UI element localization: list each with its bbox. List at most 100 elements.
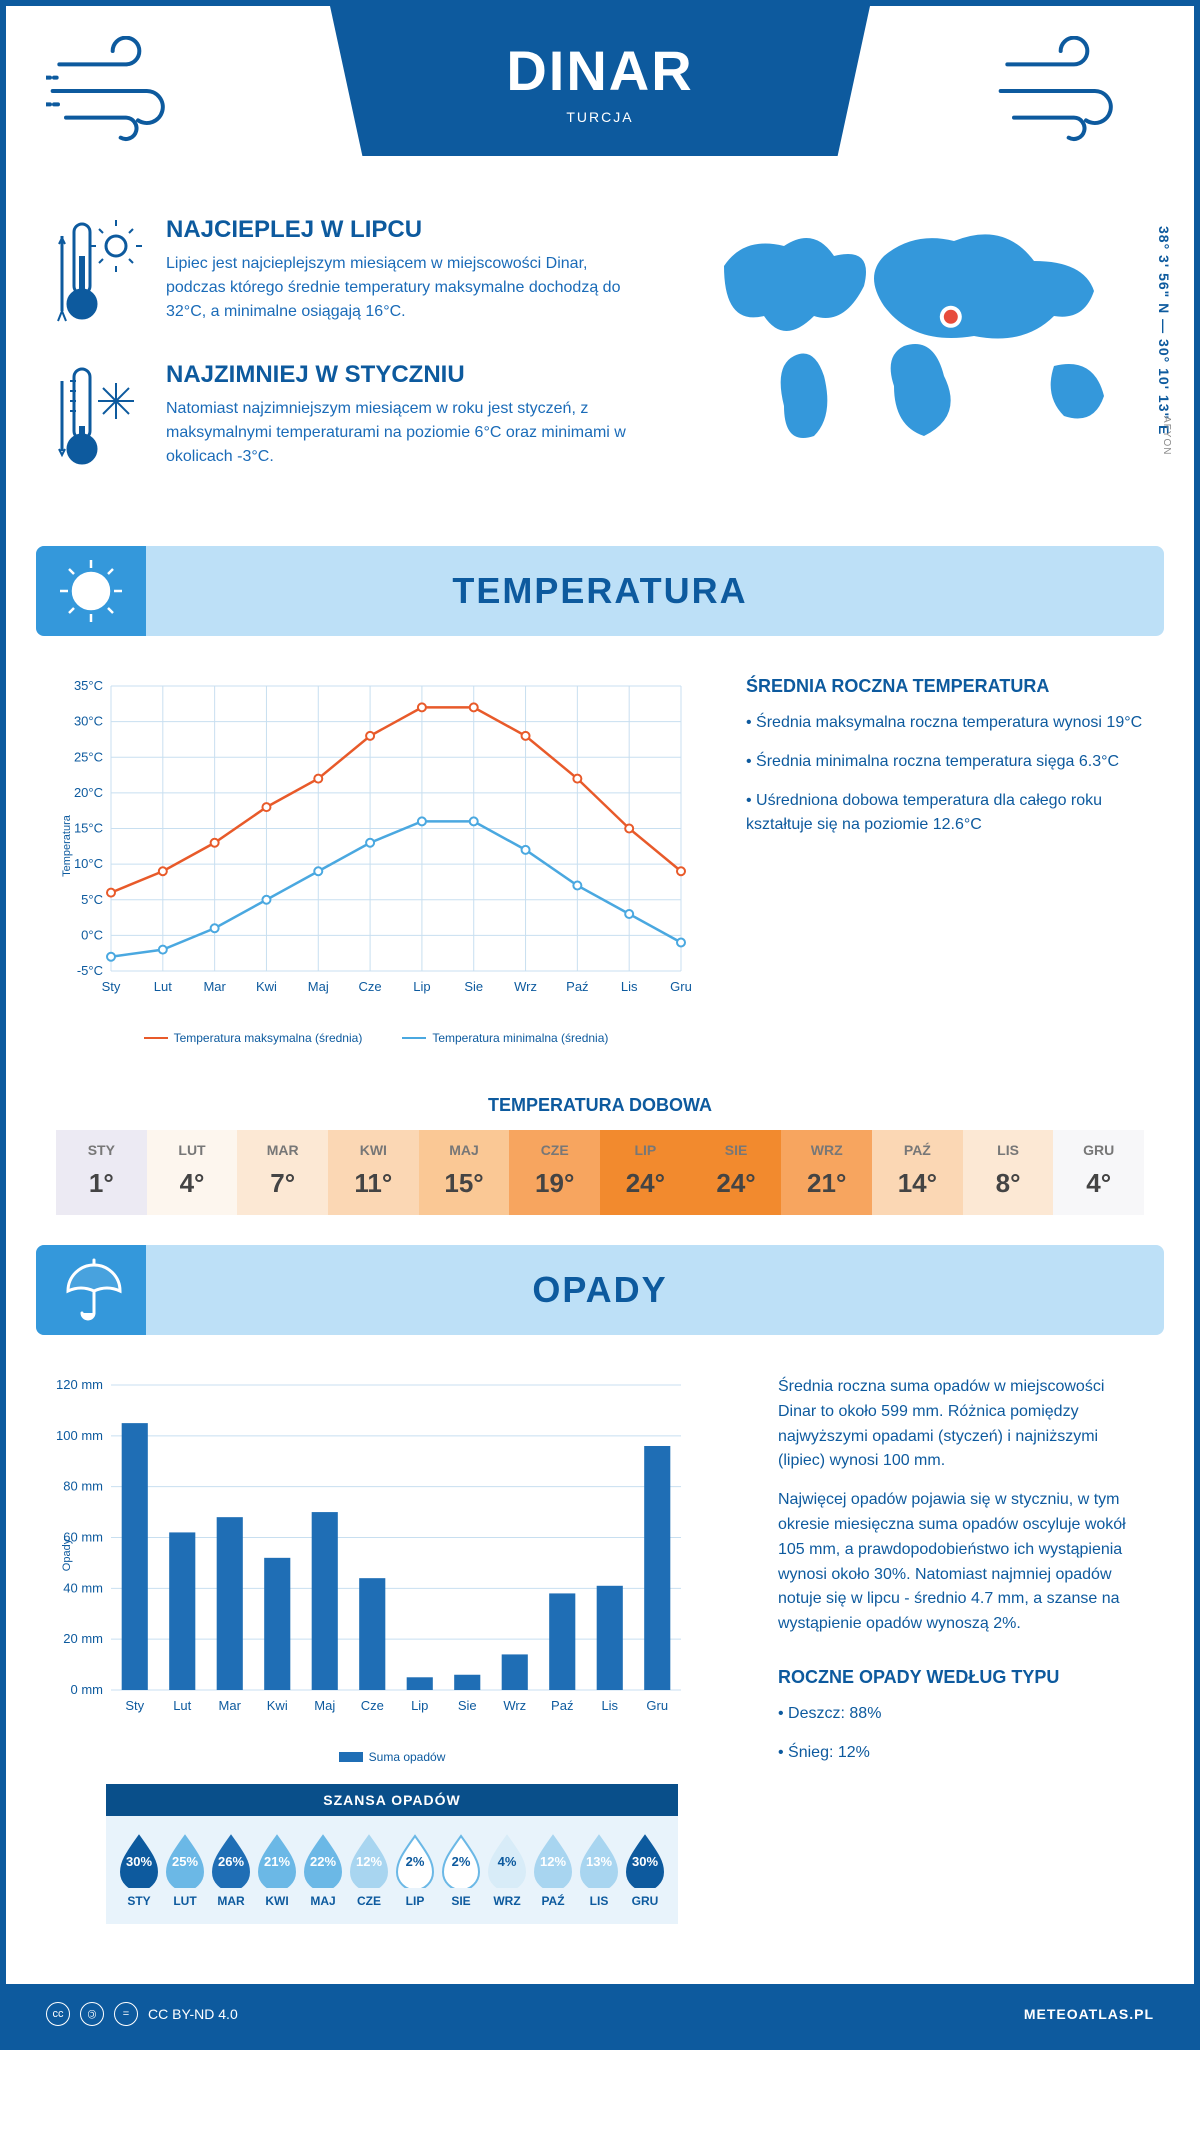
svg-text:Wrz: Wrz — [503, 1698, 526, 1713]
temp-bullet: • Średnia maksymalna roczna temperatura … — [746, 711, 1144, 736]
daily-temp-title: TEMPERATURA DOBOWA — [6, 1095, 1194, 1116]
svg-text:20 mm: 20 mm — [63, 1631, 103, 1646]
svg-text:Maj: Maj — [314, 1698, 335, 1713]
temperature-line-chart: -5°C 0°C 5°C 10°C 15°C 20°C 25°C 30°C 35°C Sty Lut… — [56, 676, 696, 1016]
rain-type-heading: ROCZNE OPADY WEDŁUG TYPU — [778, 1667, 1144, 1688]
legend-min: Temperatura minimalna (średnia) — [402, 1031, 608, 1045]
legend-rain: Suma opadów — [339, 1750, 446, 1764]
umbrella-icon — [36, 1245, 146, 1335]
rain-chance-cell: 30%GRU — [622, 1832, 668, 1908]
daily-cell: CZE19° — [509, 1130, 600, 1215]
rain-chance-cell: 12%CZE — [346, 1832, 392, 1908]
svg-text:15°C: 15°C — [74, 821, 103, 836]
nd-icon: = — [114, 2002, 138, 2026]
temperature-heading: TEMPERATURA — [146, 570, 1164, 612]
temp-info-heading: ŚREDNIA ROCZNA TEMPERATURA — [746, 676, 1144, 697]
intro-section: NAJCIEPLEJ W LIPCU Lipiec jest najcieple… — [6, 196, 1194, 536]
rain-type-rain: • Deszcz: 88% — [778, 1702, 1144, 1727]
temp-bullet: • Średnia minimalna roczna temperatura s… — [746, 750, 1144, 775]
svg-text:40 mm: 40 mm — [63, 1580, 103, 1595]
svg-text:Opady: Opady — [61, 1538, 73, 1571]
cold-fact: NAJZIMNIEJ W STYCZNIU Natomiast najzimni… — [56, 361, 644, 476]
svg-text:Mar: Mar — [219, 1698, 242, 1713]
svg-text:120 mm: 120 mm — [56, 1377, 103, 1392]
svg-text:Sie: Sie — [464, 979, 483, 994]
hot-fact: NAJCIEPLEJ W LIPCU Lipiec jest najcieple… — [56, 216, 644, 331]
rain-text-1: Średnia roczna suma opadów w miejscowośc… — [778, 1375, 1144, 1474]
thermometer-snow-icon — [56, 361, 146, 476]
rain-chance-cell: 2%LIP — [392, 1832, 438, 1908]
wind-icon — [46, 36, 206, 151]
daily-cell: LIS8° — [963, 1130, 1054, 1215]
svg-text:Lis: Lis — [621, 979, 638, 994]
svg-text:Lip: Lip — [411, 1698, 428, 1713]
hot-fact-title: NAJCIEPLEJ W LIPCU — [166, 216, 644, 244]
svg-text:25°C: 25°C — [74, 749, 103, 764]
svg-text:80 mm: 80 mm — [63, 1479, 103, 1494]
by-icon: 🄯 — [80, 2002, 104, 2026]
rain-chance-cell: 4%WRZ — [484, 1832, 530, 1908]
hot-fact-body: Lipiec jest najcieplejszym miesiącem w m… — [166, 252, 644, 324]
region-label: AFYON — [1161, 416, 1172, 455]
daily-cell: WRZ21° — [781, 1130, 872, 1215]
daily-cell: PAŹ14° — [872, 1130, 963, 1215]
title-banner: DINAR TURCJA — [330, 6, 870, 156]
rain-type-snow: • Śnieg: 12% — [778, 1741, 1144, 1766]
svg-text:Sie: Sie — [458, 1698, 477, 1713]
svg-text:Cze: Cze — [361, 1698, 384, 1713]
rain-chance-cell: 2%SIE — [438, 1832, 484, 1908]
svg-text:35°C: 35°C — [74, 678, 103, 693]
svg-text:Temperatura: Temperatura — [61, 814, 73, 877]
svg-text:0 mm: 0 mm — [71, 1682, 104, 1697]
rain-chance-cell: 21%KWI — [254, 1832, 300, 1908]
cold-fact-body: Natomiast najzimniejszym miesiącem w rok… — [166, 397, 644, 469]
daily-cell: GRU4° — [1053, 1130, 1144, 1215]
svg-text:Lis: Lis — [601, 1698, 618, 1713]
cold-fact-title: NAJZIMNIEJ W STYCZNIU — [166, 361, 644, 389]
temp-bullet: • Uśredniona dobowa temperatura dla całe… — [746, 789, 1144, 839]
daily-cell: LIP24° — [600, 1130, 691, 1215]
license-text: CC BY-ND 4.0 — [148, 2006, 238, 2022]
wind-icon — [994, 36, 1154, 151]
svg-text:Paź: Paź — [566, 979, 588, 994]
rain-text-2: Najwięcej opadów pojawia się w styczniu,… — [778, 1488, 1144, 1637]
temperature-section-header: TEMPERATURA — [36, 546, 1164, 636]
rain-chance-cell: 13%LIS — [576, 1832, 622, 1908]
thermometer-sun-icon — [56, 216, 146, 331]
daily-cell: MAR7° — [237, 1130, 328, 1215]
svg-text:10°C: 10°C — [74, 856, 103, 871]
sun-icon — [36, 546, 146, 636]
svg-text:Lut: Lut — [154, 979, 172, 994]
svg-text:Kwi: Kwi — [267, 1698, 288, 1713]
footer: cc 🄯 = CC BY-ND 4.0 METEOATLAS.PL — [6, 1984, 1194, 2044]
svg-text:Cze: Cze — [359, 979, 382, 994]
world-map — [684, 216, 1144, 456]
svg-text:20°C: 20°C — [74, 785, 103, 800]
cc-icon: cc — [46, 2002, 70, 2026]
rain-body: 0 mm20 mm40 mm60 mm80 mm100 mm120 mmStyL… — [6, 1345, 1194, 1984]
rain-chance-cell: 25%LUT — [162, 1832, 208, 1908]
svg-text:30°C: 30°C — [74, 714, 103, 729]
legend-max: Temperatura maksymalna (średnia) — [144, 1031, 363, 1045]
rain-chance-cell: 12%PAŹ — [530, 1832, 576, 1908]
temperature-body: -5°C 0°C 5°C 10°C 15°C 20°C 25°C 30°C 35°C Sty Lut… — [6, 646, 1194, 1075]
svg-text:5°C: 5°C — [81, 892, 103, 907]
svg-text:0°C: 0°C — [81, 927, 103, 942]
svg-text:Gru: Gru — [670, 979, 692, 994]
svg-text:Kwi: Kwi — [256, 979, 277, 994]
svg-text:-5°C: -5°C — [77, 963, 103, 978]
svg-text:Wrz: Wrz — [514, 979, 537, 994]
daily-cell: SIE24° — [691, 1130, 782, 1215]
daily-cell: STY1° — [56, 1130, 147, 1215]
rain-chance-cell: 26%MAR — [208, 1832, 254, 1908]
svg-text:Mar: Mar — [203, 979, 226, 994]
svg-text:Paź: Paź — [551, 1698, 573, 1713]
coordinates: 38° 3' 56" N — 30° 10' 13" E — [1156, 226, 1172, 435]
daily-cell: LUT4° — [147, 1130, 238, 1215]
svg-text:Sty: Sty — [102, 979, 121, 994]
daily-cell: KWI11° — [328, 1130, 419, 1215]
rain-chance-cell: 30%STY — [116, 1832, 162, 1908]
svg-text:Sty: Sty — [125, 1698, 144, 1713]
rain-bar-chart: 0 mm20 mm40 mm60 mm80 mm100 mm120 mmStyL… — [56, 1375, 696, 1735]
header: DINAR TURCJA — [6, 6, 1194, 196]
